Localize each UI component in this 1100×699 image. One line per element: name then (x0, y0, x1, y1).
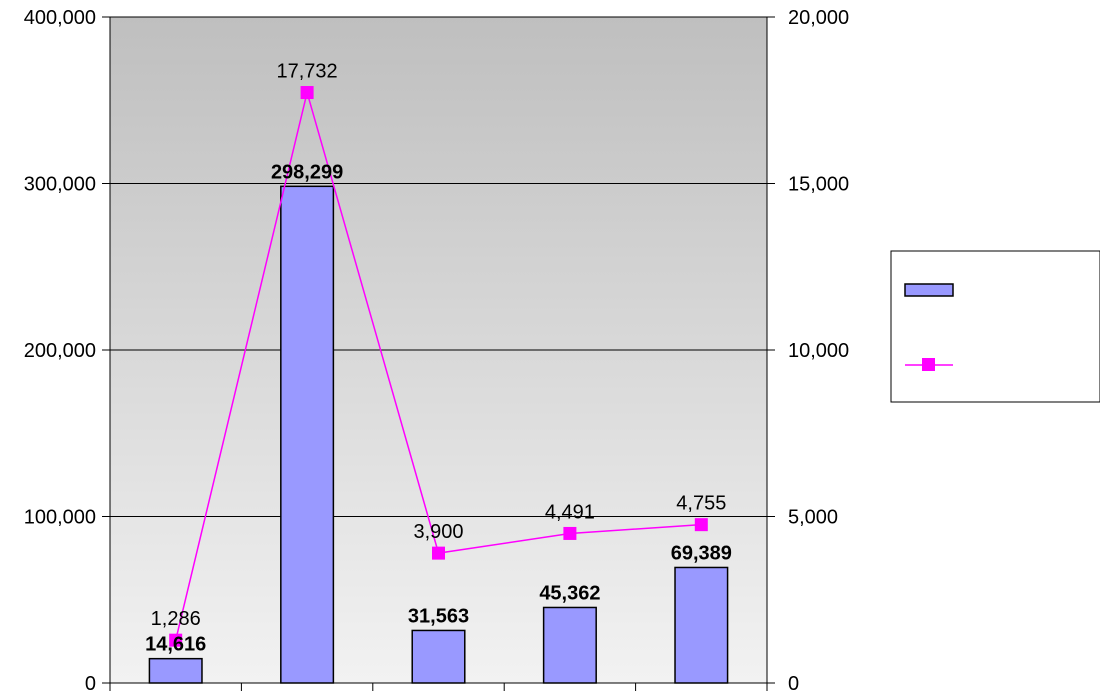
gridlines (110, 183, 767, 517)
line-data-label: 4,755 (676, 493, 726, 515)
y-left-tick-label: 400,000 (24, 7, 96, 29)
bar (411, 629, 466, 684)
legend-box (890, 250, 1100, 403)
data-labels: 14,616 298,299 31,563 45,362 69,389 1,286 17,7… (145, 61, 732, 656)
line-marker (300, 86, 314, 100)
y-left-tick-label: 300,000 (24, 174, 96, 196)
legend-bar-swatch (904, 283, 954, 297)
bar-data-label: 31,563 (408, 605, 469, 627)
line-data-label: 17,732 (277, 61, 338, 83)
legend-line-marker (922, 358, 935, 371)
bar-data-label: 69,389 (671, 542, 732, 564)
legend (890, 250, 1100, 403)
line-data-label: 1,286 (151, 608, 201, 630)
y-left-tick-label: 0 (85, 673, 96, 695)
y-left-tick-label: 100,000 (24, 507, 96, 529)
bar (674, 566, 729, 684)
y-left-tick-label: 200,000 (24, 340, 96, 362)
line-data-label: 3,900 (413, 521, 463, 543)
axes: 0 100,000 200,000 300,000 400,000 0 5,000 10,00… (24, 7, 849, 695)
line-series (169, 86, 708, 647)
line-marker (694, 518, 708, 532)
y-right-tick-label: 20,000 (788, 7, 849, 29)
bar (148, 657, 203, 684)
y-right-tick-label: 10,000 (788, 340, 849, 362)
y-right-tick-label: 15,000 (788, 174, 849, 196)
line-marker (169, 633, 183, 647)
line-marker (563, 526, 577, 540)
bar-series (148, 185, 729, 684)
bar-data-label: 14,616 (145, 634, 206, 656)
bar (542, 606, 597, 684)
bar (280, 185, 335, 684)
bar-data-label: 298,299 (271, 161, 343, 183)
line-marker (432, 546, 445, 560)
y-right-tick-label: 0 (788, 673, 799, 695)
y-right-tick-label: 5,000 (788, 507, 838, 529)
line-data-label: 4,491 (545, 501, 595, 523)
bar-data-label: 45,362 (539, 582, 600, 604)
